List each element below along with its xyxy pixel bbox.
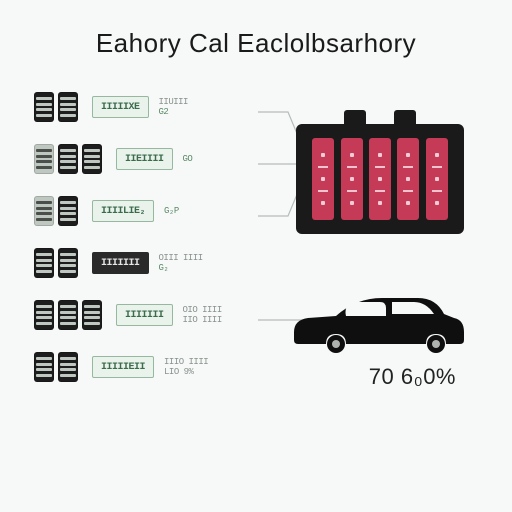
chip-icon	[58, 144, 78, 174]
battery-cap-icon	[344, 110, 366, 124]
value-badge: IIIIIII	[116, 304, 173, 326]
sub-labels: OIO IIIIIIO IIII	[183, 305, 222, 325]
chip-icon	[58, 248, 78, 278]
data-row: IIIIIEII IIIO IIIILIO 9%	[34, 348, 254, 386]
battery-graphic	[296, 110, 464, 234]
battery-cap-icon	[394, 110, 416, 124]
chip-icon	[82, 144, 102, 174]
rows-panel: IIIIIXE IIUIIIG2 IIEIIII GO IIIILIE₂ G₂P IIIII…	[34, 88, 254, 400]
value-badge: IIIIIXE	[92, 96, 149, 118]
sub-labels: GO	[183, 154, 193, 164]
data-row: IIIIIXE IIUIIIG2	[34, 88, 254, 126]
percentage-label: 70 6₀0%	[369, 364, 456, 390]
chip-icon	[58, 196, 78, 226]
chip-icon	[58, 300, 78, 330]
page-title: Eahory Cal Eaclolbsarhory	[0, 28, 512, 59]
chip-icon	[58, 92, 78, 122]
data-row: IIIIIII OIO IIIIIIO IIII	[34, 296, 254, 334]
battery-cell-icon	[397, 138, 419, 220]
sub-labels: G₂P	[164, 206, 179, 216]
chip-icon	[34, 300, 54, 330]
car-graphic	[286, 290, 468, 354]
battery-cell-icon	[312, 138, 334, 220]
data-row: IIEIIII GO	[34, 140, 254, 178]
battery-cell-icon	[369, 138, 391, 220]
value-badge: IIIIIEII	[92, 356, 154, 378]
chip-icon	[82, 300, 102, 330]
value-badge: IIEIIII	[116, 148, 173, 170]
data-row: IIIIIII OIII IIIIG₂	[34, 244, 254, 282]
chip-icon	[34, 92, 54, 122]
chip-icon	[34, 144, 54, 174]
battery-caps	[296, 110, 464, 124]
sub-labels: IIUIIIG2	[159, 97, 188, 117]
chip-icon	[34, 352, 54, 382]
sub-labels: IIIO IIIILIO 9%	[164, 357, 208, 377]
chip-icon	[34, 248, 54, 278]
chip-icon	[58, 352, 78, 382]
battery-cell-icon	[341, 138, 363, 220]
value-badge: IIIIIII	[92, 252, 149, 274]
value-badge: IIIILIE₂	[92, 200, 154, 222]
chip-icon	[34, 196, 54, 226]
sub-labels: OIII IIIIG₂	[159, 253, 203, 273]
battery-body	[296, 124, 464, 234]
battery-cell-icon	[426, 138, 448, 220]
data-row: IIIILIE₂ G₂P	[34, 192, 254, 230]
